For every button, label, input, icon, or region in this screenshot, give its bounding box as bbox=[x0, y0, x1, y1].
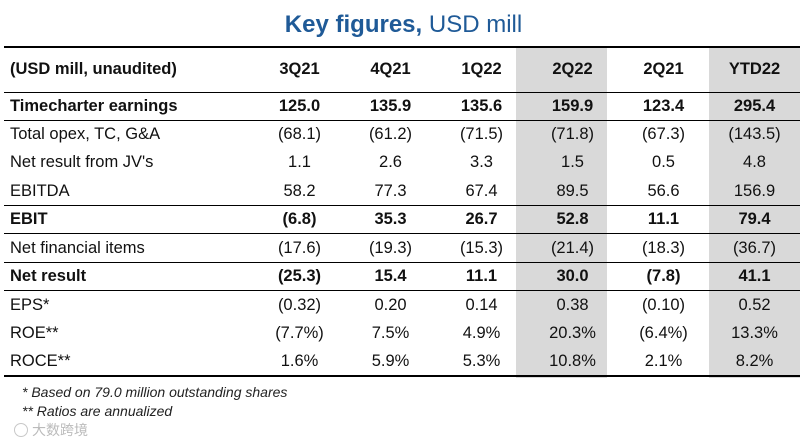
cell: 135.9 bbox=[345, 91, 436, 121]
cell: (68.1) bbox=[277, 125, 322, 144]
cell: 7.5% bbox=[371, 323, 410, 342]
footnote-ratios: ** Ratios are annualized bbox=[22, 403, 173, 419]
cell: 295.4 bbox=[709, 91, 800, 121]
watermark-icon bbox=[14, 423, 28, 437]
cell: (7.7%) bbox=[275, 323, 324, 342]
row-label: Net result bbox=[4, 261, 254, 292]
cell: 26.7 bbox=[436, 205, 527, 235]
col-header: 4Q21 bbox=[345, 46, 436, 93]
cell: 156.9 bbox=[733, 181, 776, 200]
cell: 35.3 bbox=[345, 205, 436, 235]
table-row: Net result from JV's 1.1 2.6 3.3 1.5 0.5… bbox=[4, 149, 800, 177]
title-main: Key figures, bbox=[284, 11, 423, 38]
cell: 0.5 bbox=[652, 153, 675, 172]
cell: (67.3) bbox=[641, 125, 686, 144]
cell: (0.10) bbox=[641, 295, 686, 314]
cell: 11.1 bbox=[436, 261, 527, 292]
cell: 125.0 bbox=[254, 91, 345, 121]
cell: 67.4 bbox=[465, 181, 498, 200]
table-row: Net financial items (17.6) (19.3) (15.3)… bbox=[4, 234, 800, 262]
cell: 4.8 bbox=[743, 153, 766, 172]
col-header: 3Q21 bbox=[254, 46, 345, 93]
cell: 13.3% bbox=[731, 323, 778, 342]
cell: 1.6% bbox=[254, 347, 345, 377]
cell: (71.8) bbox=[550, 125, 595, 144]
cell: 0.38 bbox=[556, 295, 589, 314]
cell: 0.14 bbox=[465, 295, 498, 314]
watermark-text: 大数跨境 bbox=[32, 422, 88, 438]
cell: 2.6 bbox=[379, 153, 402, 172]
cell: (6.4%) bbox=[639, 323, 688, 342]
cell: (143.5) bbox=[728, 125, 781, 144]
cell: (7.8) bbox=[618, 261, 709, 292]
row-label: Total opex, TC, G&A bbox=[10, 125, 161, 144]
cell: 4.9% bbox=[462, 323, 501, 342]
row-label: ROCE** bbox=[4, 347, 254, 377]
cell: 41.1 bbox=[709, 261, 800, 292]
col-header: 2Q22 bbox=[527, 46, 618, 93]
cell: 135.6 bbox=[436, 91, 527, 121]
table-row: EBIT (6.8) 35.3 26.7 52.8 11.1 79.4 bbox=[4, 205, 800, 235]
page-title: Key figures, USD mill bbox=[0, 10, 807, 40]
table-row: Timecharter earnings 125.0 135.9 135.6 1… bbox=[4, 91, 800, 121]
cell: 10.8% bbox=[527, 347, 618, 377]
cell: (36.7) bbox=[732, 238, 777, 257]
row-label: EBIT bbox=[4, 205, 254, 235]
col-header: 2Q21 bbox=[618, 46, 709, 93]
cell: 30.0 bbox=[527, 261, 618, 292]
cell: 159.9 bbox=[527, 91, 618, 121]
cell: 0.20 bbox=[374, 295, 407, 314]
watermark: 大数跨境 bbox=[14, 420, 88, 440]
header-label: (USD mill, unaudited) bbox=[4, 46, 254, 93]
footnote-shares: * Based on 79.0 million outstanding shar… bbox=[22, 384, 288, 400]
title-unit: USD mill bbox=[422, 11, 523, 38]
cell: 2.1% bbox=[618, 347, 709, 377]
cell: (71.5) bbox=[459, 125, 504, 144]
cell: 8.2% bbox=[709, 347, 800, 377]
col-header: 1Q22 bbox=[436, 46, 527, 93]
cell: (25.3) bbox=[254, 261, 345, 292]
row-label: ROE** bbox=[10, 323, 59, 342]
cell: (19.3) bbox=[368, 238, 413, 257]
cell: (21.4) bbox=[550, 238, 595, 257]
cell: 77.3 bbox=[374, 181, 407, 200]
cell: 5.9% bbox=[345, 347, 436, 377]
cell: 0.52 bbox=[738, 295, 771, 314]
row-label: Net financial items bbox=[10, 238, 145, 257]
cell: (0.32) bbox=[277, 295, 322, 314]
col-header: YTD22 bbox=[709, 46, 800, 93]
header-row: (USD mill, unaudited) 3Q21 4Q21 1Q22 2Q2… bbox=[4, 46, 800, 93]
table-row: EPS* (0.32) 0.20 0.14 0.38 (0.10) 0.52 bbox=[4, 291, 800, 319]
cell: 123.4 bbox=[618, 91, 709, 121]
cell: 5.3% bbox=[436, 347, 527, 377]
table-row: EBITDA 58.2 77.3 67.4 89.5 56.6 156.9 bbox=[4, 177, 800, 205]
cell: 3.3 bbox=[470, 153, 493, 172]
row-label: Timecharter earnings bbox=[4, 91, 254, 121]
cell: 58.2 bbox=[283, 181, 316, 200]
row-label: EPS* bbox=[10, 295, 50, 314]
table-row: ROE** (7.7%) 7.5% 4.9% 20.3% (6.4%) 13.3… bbox=[4, 319, 800, 347]
cell: (15.3) bbox=[459, 238, 504, 257]
cell: (6.8) bbox=[254, 205, 345, 235]
cell: 20.3% bbox=[549, 323, 596, 342]
cell: (17.6) bbox=[277, 238, 322, 257]
cell: 89.5 bbox=[556, 181, 589, 200]
cell: 1.5 bbox=[561, 153, 584, 172]
key-figures-table: (USD mill, unaudited) 3Q21 4Q21 1Q22 2Q2… bbox=[4, 46, 800, 377]
row-label: EBITDA bbox=[10, 181, 70, 200]
table-row: ROCE** 1.6% 5.9% 5.3% 10.8% 2.1% 8.2% bbox=[4, 347, 800, 377]
table-row: Net result (25.3) 15.4 11.1 30.0 (7.8) 4… bbox=[4, 261, 800, 292]
row-label: Net result from JV's bbox=[10, 153, 154, 172]
cell: 1.1 bbox=[288, 153, 311, 172]
cell: 15.4 bbox=[345, 261, 436, 292]
cell: 11.1 bbox=[618, 205, 709, 235]
cell: (61.2) bbox=[368, 125, 413, 144]
cell: 79.4 bbox=[709, 205, 800, 235]
table-row: Total opex, TC, G&A (68.1) (61.2) (71.5)… bbox=[4, 120, 800, 148]
cell: 56.6 bbox=[647, 181, 680, 200]
cell: (18.3) bbox=[641, 238, 686, 257]
cell: 52.8 bbox=[527, 205, 618, 235]
